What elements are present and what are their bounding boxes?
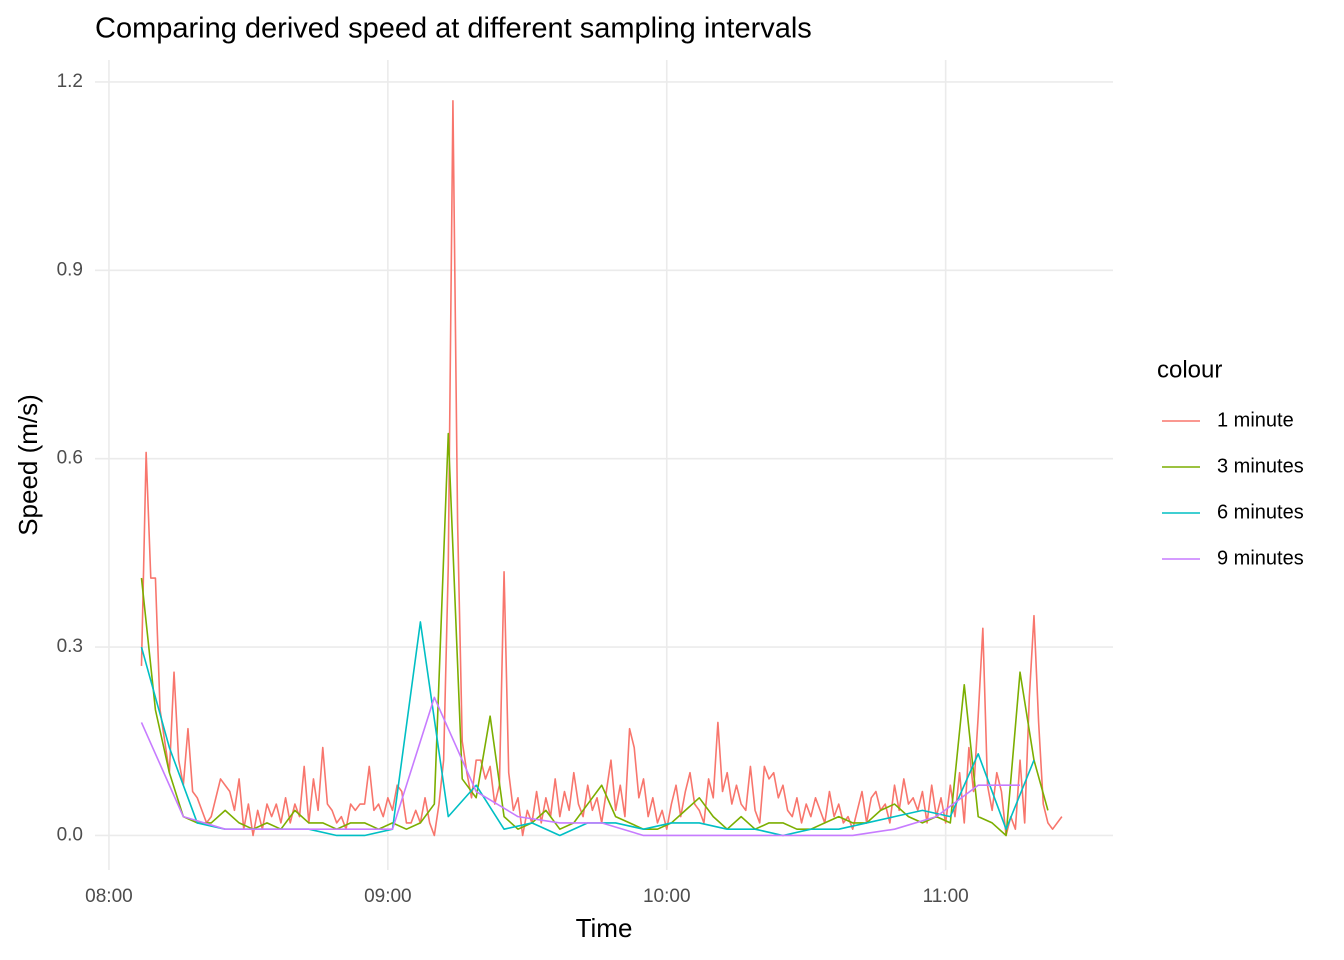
y-axis-label: Speed (m/s) bbox=[13, 394, 43, 536]
y-tick-label: 0.6 bbox=[57, 448, 83, 469]
x-tick-label: 10:00 bbox=[643, 886, 691, 907]
legend-label: 6 minutes bbox=[1217, 501, 1304, 523]
x-tick-label: 11:00 bbox=[923, 886, 969, 907]
legend-label: 9 minutes bbox=[1217, 547, 1304, 569]
y-tick-label: 0.9 bbox=[57, 259, 83, 280]
x-tick-label: 08:00 bbox=[85, 886, 133, 907]
chart-title: Comparing derived speed at different sam… bbox=[95, 13, 812, 45]
series-line bbox=[140, 696, 1021, 837]
y-tick-label: 0.0 bbox=[57, 824, 83, 845]
x-tick-label: 09:00 bbox=[364, 886, 412, 907]
series-line bbox=[140, 100, 1063, 837]
legend-label: 3 minutes bbox=[1217, 455, 1304, 477]
grid bbox=[95, 60, 1113, 870]
series-line bbox=[140, 432, 1049, 837]
x-axis-label: Time bbox=[576, 913, 633, 943]
legend-label: 1 minute bbox=[1217, 409, 1294, 431]
legend-title: colour bbox=[1157, 356, 1222, 383]
y-tick-label: 0.3 bbox=[57, 636, 83, 657]
y-tick-label: 1.2 bbox=[57, 71, 83, 92]
